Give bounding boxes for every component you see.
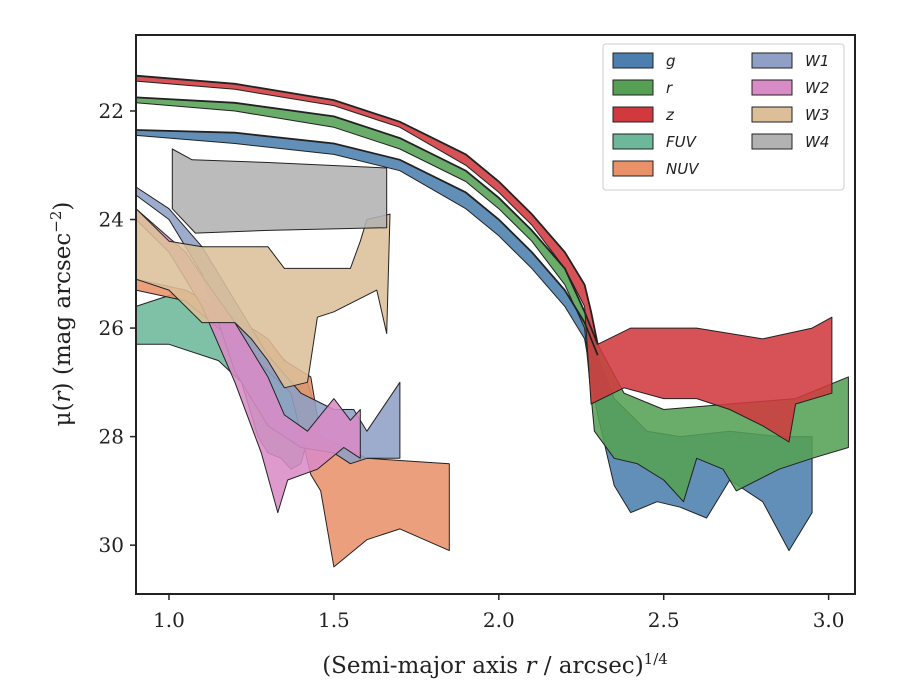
x-tick-label: 3.0 [813,608,845,632]
y-tick-label: 28 [99,425,124,449]
x-tick-label: 1.5 [318,608,350,632]
y-axis-label: μ(r) (mag arcsec−2) [47,202,76,427]
legend-label-z: z [665,106,675,124]
y-tick-label: 30 [99,533,124,557]
y-tick-label: 26 [99,316,124,340]
legend-swatch-FUV [612,133,654,150]
y-tick-label: 24 [99,208,124,232]
legend: grz FUV NUV W1 W2 W3 W4 [602,43,845,191]
legend-swatch-W2 [751,79,793,96]
legend-label-FUV: FUV [666,133,698,151]
legend-swatch-g [612,52,654,69]
legend-swatch-r [612,79,654,96]
legend-swatch-W4 [751,133,793,150]
legend-swatch-W3 [751,106,793,123]
profile-curves [135,74,599,356]
legend-swatch-NUV [612,160,654,177]
legend-label-r: r [666,79,673,97]
band-W3 [135,208,391,389]
profile-line-g [135,129,599,356]
legend-label-g: g [666,52,676,70]
plot-frame [135,34,856,595]
band-W4 [171,148,388,234]
y-tick-label: 22 [99,99,124,123]
legend-label-W3: W3 [805,106,829,124]
x-tick-label: 1.0 [153,608,185,632]
legend-label-W2: W2 [805,79,829,97]
x-tick-label: 2.5 [648,608,680,632]
legend-swatch-W1 [751,52,793,69]
band-fills [135,75,849,568]
profile-line-r [135,96,599,345]
x-axis-ticks: 1.0 1.5 2.0 2.5 3.0 [153,594,845,632]
legend-label-NUV: NUV [666,160,700,178]
profile-line-z [135,74,599,345]
x-axis-label: (Semi-major axis r / arcsec)1/4 [322,650,668,679]
y-axis-ticks: 22 24 26 28 30 [99,99,136,557]
x-tick-label: 2.0 [483,608,515,632]
legend-label-W4: W4 [805,133,829,151]
legend-label-W1: W1 [805,52,829,70]
legend-swatch-z [612,106,654,123]
